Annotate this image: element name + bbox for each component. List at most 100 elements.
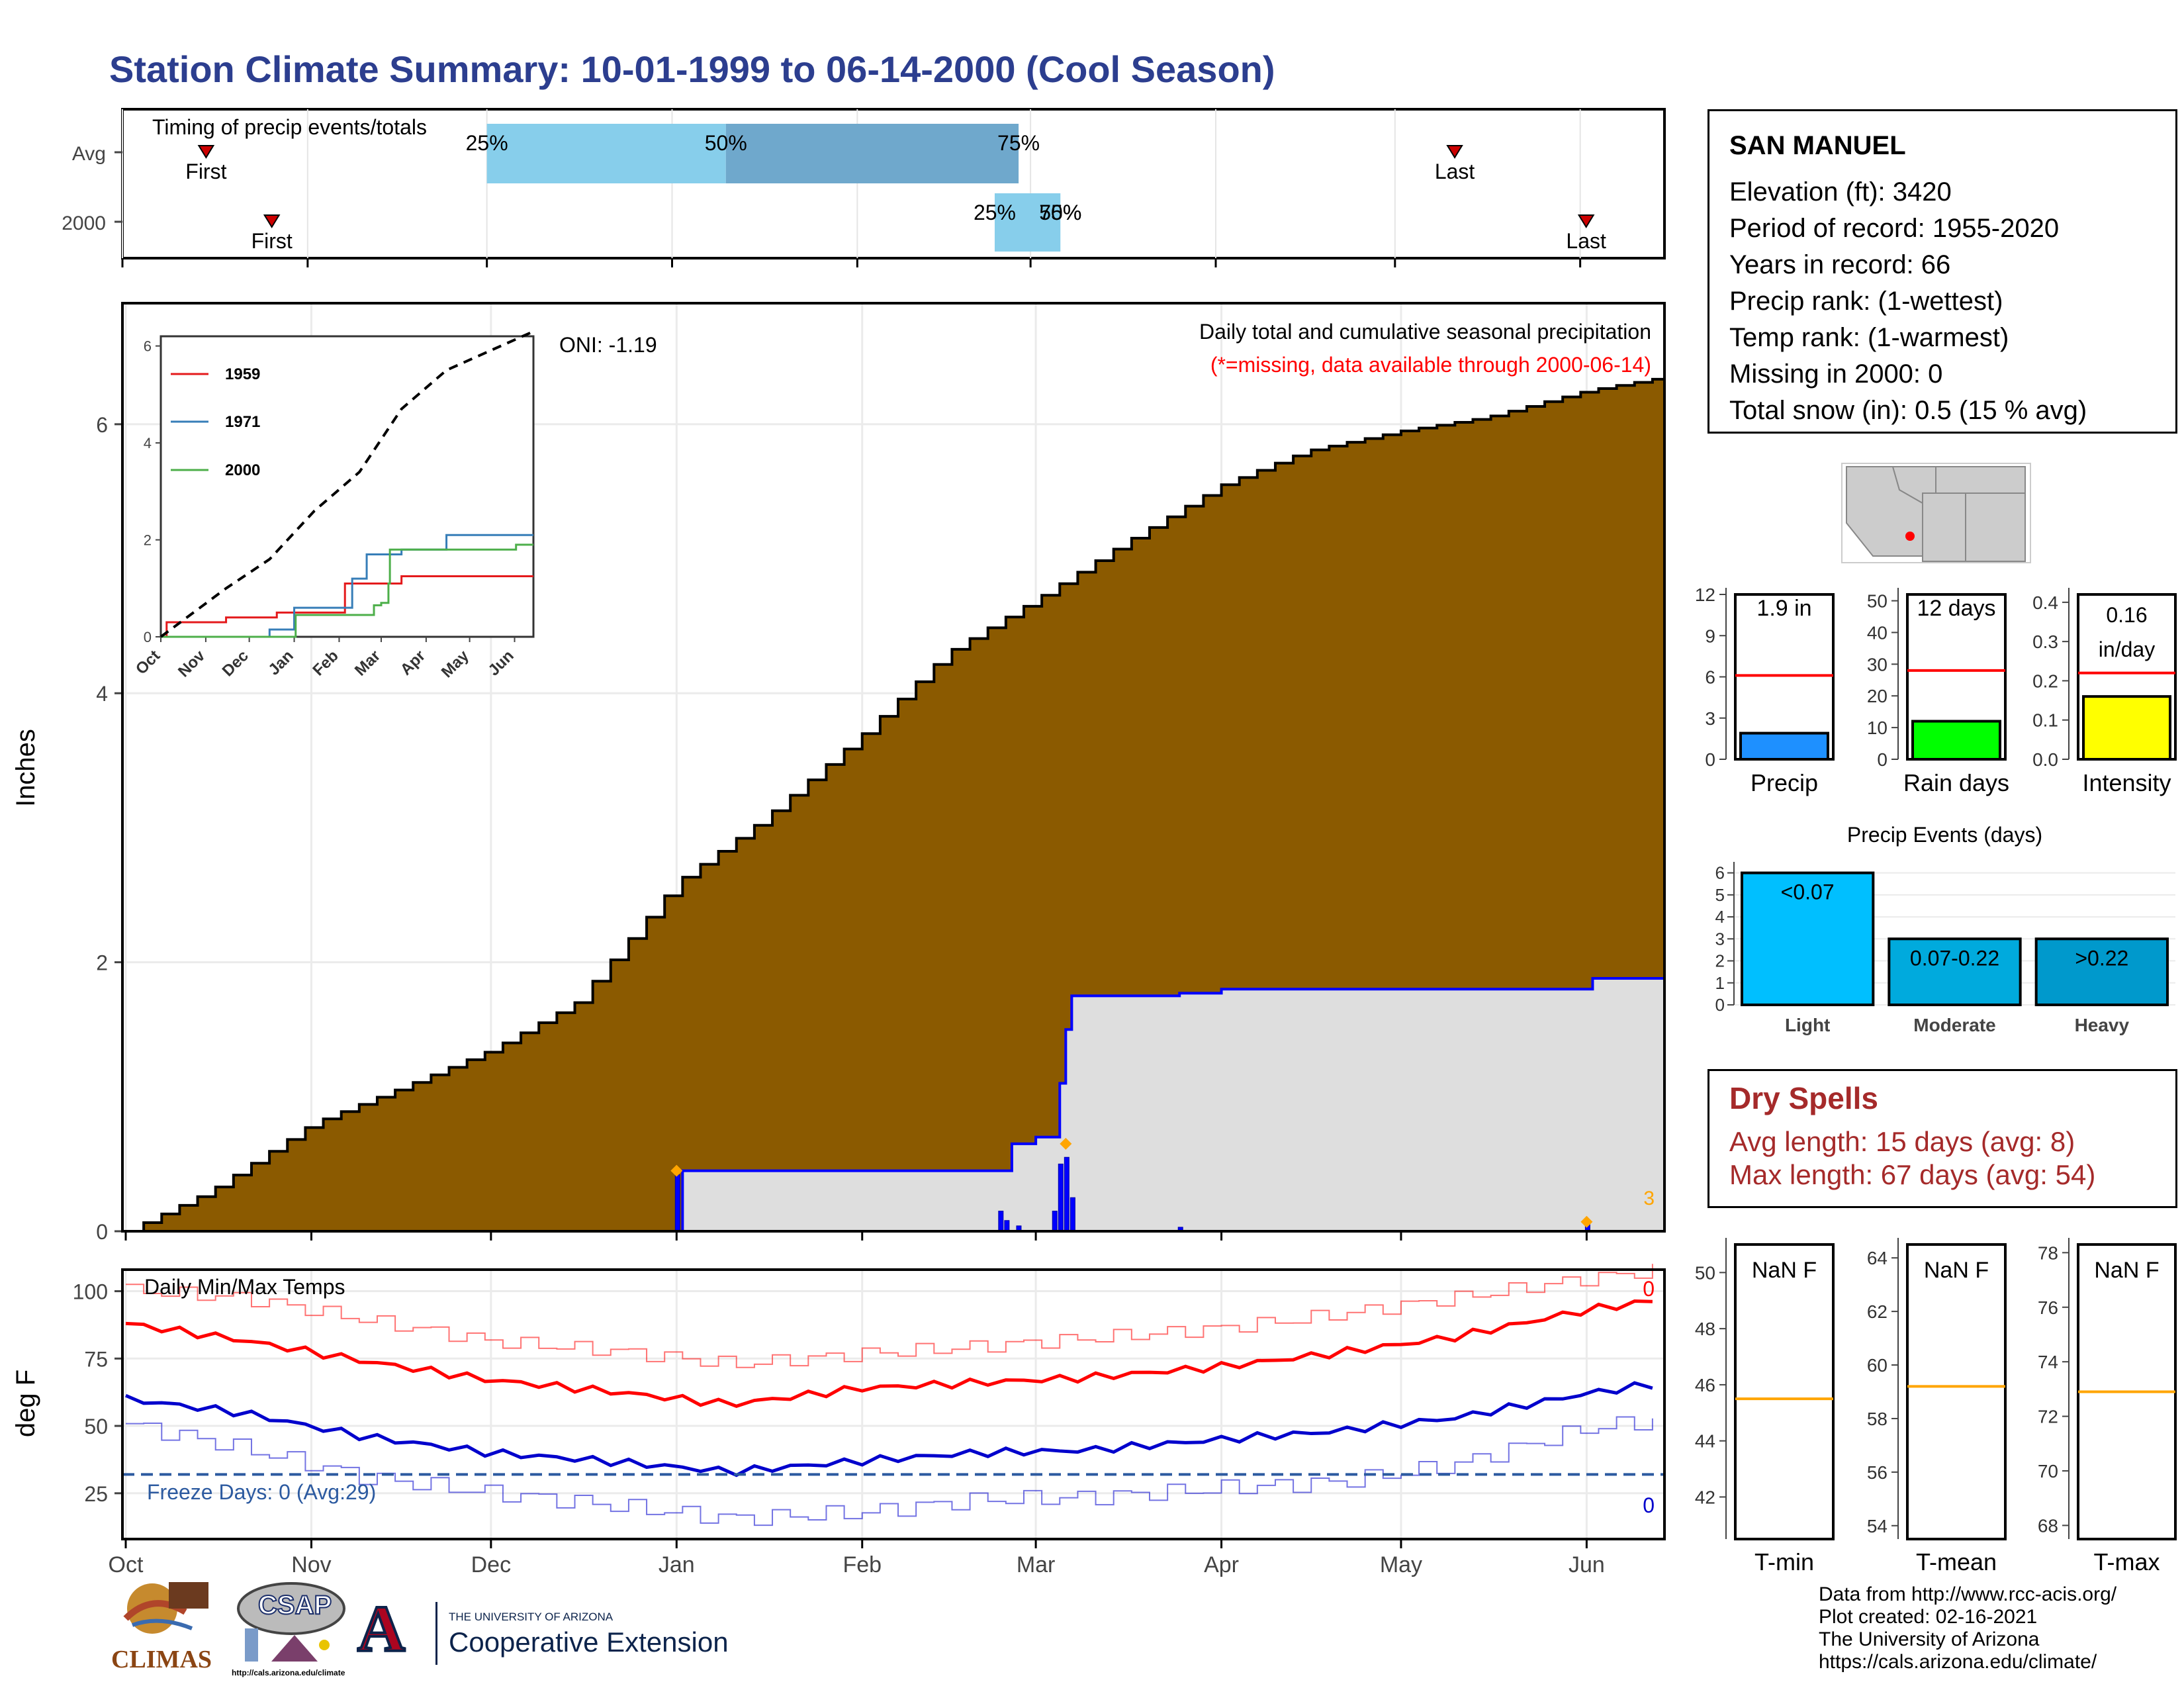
dry-spells-avg: Avg length: 15 days (avg: 8): [1729, 1126, 2075, 1157]
station-name: SAN MANUEL: [1729, 131, 1906, 160]
t-mean-y-tick-label: 60: [1867, 1355, 1888, 1376]
temp-x-tick-label: Feb: [842, 1552, 882, 1577]
inset-legend-label: 1971: [225, 413, 260, 431]
station-temp-rank: Temp rank: (1-warmest): [1729, 323, 2009, 352]
timing-bar-q25-q50: [994, 193, 1061, 252]
events-x-label: Heavy: [2075, 1015, 2130, 1035]
precip-y-axis-title: Inches: [11, 729, 40, 807]
t-max-x-label: T-max: [2093, 1548, 2160, 1575]
dry-spells-header: Dry Spells: [1729, 1081, 1878, 1115]
inset-legend-label: 1959: [225, 365, 260, 383]
ua-divider: [435, 1602, 437, 1665]
timing-bar-q25-q50: [486, 124, 726, 183]
inset-series-line: [159, 330, 534, 638]
csap-url-text: http://cals.arizona.edu/climate: [232, 1668, 345, 1677]
t-min-x-label: T-min: [1754, 1548, 1814, 1575]
daily-precip-bar: [1052, 1211, 1058, 1232]
timing-first-label: First: [185, 160, 226, 183]
season-cumulative-area: [126, 978, 1664, 1231]
temp-min-count: 0: [1643, 1493, 1655, 1517]
events-x-label: Light: [1785, 1015, 1830, 1035]
daily-precip-bar: [1058, 1163, 1064, 1232]
events-title: Precip Events (days): [1847, 823, 2042, 847]
t-min-frame: [1734, 1243, 1835, 1540]
rain-days-y-tick-label: 50: [1867, 591, 1888, 612]
temp-y-tick-label: 75: [84, 1347, 108, 1371]
precip-total-frame: [1734, 593, 1835, 761]
daily-precip-bar: [1004, 1220, 1010, 1232]
credit-url: https://cals.arizona.edu/climate/: [1819, 1651, 2097, 1673]
rain-days-y-tick-label: 10: [1867, 718, 1888, 738]
inset-series-line: [161, 543, 533, 638]
t-min-y-tick-label: 42: [1695, 1487, 1715, 1507]
timing-q75-label: 75%: [1039, 201, 1081, 224]
map-state-ut-co: [1935, 466, 2026, 494]
daily-precip-bar: [1064, 1156, 1069, 1232]
rain-days-y-tick-label: 0: [1877, 749, 1888, 770]
events-y-tick-label: 6: [1715, 863, 1725, 883]
rain-days-y-tick-label: 20: [1867, 686, 1888, 706]
dry-spells-max: Max length: 67 days (avg: 54): [1729, 1159, 2096, 1190]
map-state-nm: [1965, 492, 2026, 562]
temp-y-tick-label: 25: [84, 1482, 108, 1506]
events-bar-label: >0.22: [2075, 946, 2128, 970]
station-missing: Missing in 2000: 0: [1729, 359, 1943, 389]
temp-x-tick-label: Mar: [1017, 1552, 1056, 1577]
inset-series-line: [161, 575, 533, 638]
inset-y-tick-label: 4: [144, 435, 152, 451]
temp-panel-title: Daily Min/Max Temps: [144, 1275, 345, 1299]
events-y-tick-label: 1: [1715, 973, 1725, 993]
precip-panel-subtitle: (*=missing, data available through 2000-…: [1210, 353, 1651, 377]
precip-total-value-bar: [1739, 731, 1829, 761]
precip-total-y-tick-label: 3: [1705, 708, 1715, 729]
intensity-x-label: Intensity: [2082, 769, 2171, 796]
t-max-y-tick-label: 68: [2038, 1515, 2058, 1536]
events-x-label: Moderate: [1913, 1015, 1995, 1035]
credit-university: The University of Arizona: [1819, 1628, 2040, 1650]
ua-logo: A THE UNIVERSITY OF ARIZONA Cooperative …: [356, 1591, 754, 1671]
timing-q25-label: 25%: [466, 131, 508, 155]
temp-y-tick-label: 50: [84, 1415, 108, 1438]
precip-total-y-tick-label: 6: [1705, 667, 1715, 688]
events-bar-moderate: [1888, 937, 2022, 1007]
intensity-y-tick-label: 0.4: [2032, 592, 2058, 613]
marker-count-label: 3: [1643, 1188, 1655, 1209]
csap-logo-text: CSAP: [257, 1590, 332, 1620]
timing-q50-label: 50%: [705, 131, 747, 155]
temp-y-axis-title: deg F: [11, 1370, 40, 1437]
temp-panel-frame: [121, 1268, 1666, 1540]
timing-last-label: Last: [1566, 229, 1606, 253]
events-y-tick-label: 0: [1715, 995, 1725, 1015]
t-mean-y-tick-label: 58: [1867, 1409, 1888, 1429]
precip-total-y-tick-label: 0: [1705, 749, 1715, 770]
intensity-y-tick-label: 0.2: [2032, 671, 2058, 691]
t-mean-y-tick-label: 62: [1867, 1301, 1888, 1322]
timing-q50-label: 50%: [1039, 201, 1081, 224]
precip-total-y-tick-label: 9: [1705, 626, 1715, 646]
t-max-value-label: NaN F: [2094, 1258, 2159, 1283]
t-mean-y-tick-label: 54: [1867, 1516, 1888, 1536]
timing-last-marker-icon: [1577, 214, 1595, 228]
station-info-box: SAN MANUEL Elevation (ft): 3420 Period o…: [1707, 109, 2177, 434]
precip-y-tick-label: 0: [96, 1220, 108, 1244]
precip-y-tick-label: 4: [96, 682, 108, 706]
freeze-days-label: Freeze Days: 0 (Avg:29): [147, 1480, 376, 1504]
t-mean-x-label: T-mean: [1916, 1548, 1997, 1575]
temp-x-tick-label: Dec: [471, 1552, 511, 1577]
t-mean-y-tick-label: 56: [1867, 1462, 1888, 1483]
inset-y-tick-label: 6: [144, 338, 152, 355]
temp-x-tick-label: Jan: [659, 1552, 695, 1577]
t-min-y-tick-label: 50: [1695, 1262, 1715, 1283]
t-min-y-tick-label: 48: [1695, 1319, 1715, 1339]
daily-precip-bar: [1069, 1197, 1075, 1232]
precip-panel-title: Daily total and cumulative seasonal prec…: [1199, 320, 1651, 344]
temp-series-line: [126, 1264, 1653, 1368]
station-precip-rank: Precip rank: (1-wettest): [1729, 287, 2003, 316]
t-mean-y-tick-label: 64: [1867, 1248, 1888, 1268]
timing-q75-label: 75%: [997, 131, 1040, 155]
precip-total-y-tick-label: 12: [1695, 585, 1715, 605]
intensity-value-label-1: 0.16: [2106, 603, 2147, 627]
map-state-az: [1922, 492, 1966, 562]
station-years: Years in record: 66: [1729, 250, 1951, 279]
